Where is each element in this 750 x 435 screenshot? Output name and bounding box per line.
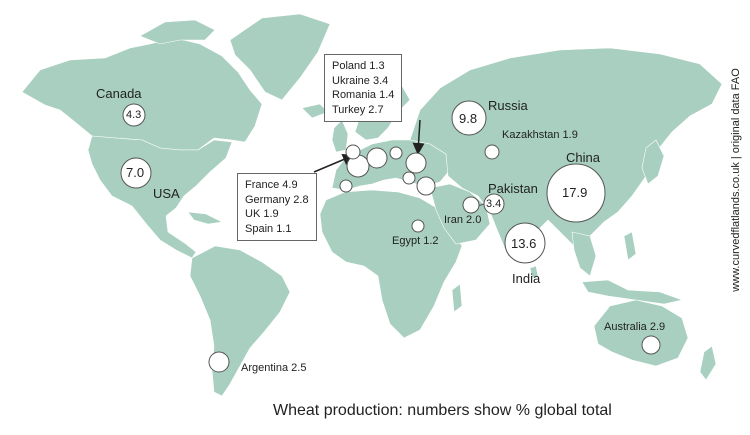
- philippines-shape: [623, 231, 637, 261]
- bubble-china: [546, 163, 606, 223]
- map-title: Wheat production: numbers show % global …: [273, 402, 612, 419]
- japan-shape: [641, 139, 665, 185]
- arctic-islands-shape: [139, 19, 216, 45]
- value-canada: 4.3: [126, 109, 142, 121]
- bubble-kazakhstan: [484, 144, 500, 160]
- label-egypt: Egypt 1.2: [392, 235, 439, 247]
- label-canada: Canada: [96, 86, 142, 101]
- label-russia: Russia: [488, 98, 528, 113]
- bubble-turkey: [416, 176, 436, 196]
- caribbean-shape: [187, 211, 223, 225]
- source-credit: www.curvedflatlands.co.uk | original dat…: [730, 68, 742, 292]
- bubble-ukraine: [405, 152, 427, 174]
- bubble-india: [504, 222, 546, 264]
- label-kazakhstan: Kazakhstan 1.9: [502, 129, 578, 141]
- callout-germany: Germany 2.8: [245, 193, 309, 206]
- label-pakistan: Pakistan: [488, 181, 538, 196]
- callout-romania: Romania 1.4: [332, 89, 395, 101]
- value-usa: 7.0: [126, 165, 145, 180]
- label-argentina: Argentina 2.5: [241, 362, 307, 374]
- label-iran: Iran 2.0: [444, 214, 482, 226]
- bubble-egypt: [411, 219, 425, 233]
- greenland-shape: [229, 13, 331, 101]
- se-asia-shape: [571, 231, 597, 277]
- bubble-australia: [641, 335, 661, 355]
- west-europe-arrow: [313, 153, 355, 173]
- bubble-argentina: [208, 351, 230, 373]
- britain-shape: [331, 119, 349, 153]
- sri-lanka-shape: [529, 265, 539, 279]
- australia-shape: [593, 299, 689, 367]
- value-pakistan: 3.4: [486, 198, 502, 210]
- label-china: China: [566, 150, 600, 165]
- west-europe-callout: France 4.9 Germany 2.8 UK 1.9 Spain 1.1: [237, 173, 317, 241]
- bubble-russia: [451, 100, 487, 136]
- callout-spain: Spain 1.1: [245, 222, 292, 235]
- new-zealand-shape: [699, 345, 717, 381]
- value-russia: 9.8: [459, 111, 478, 126]
- bubble-usa: [120, 157, 152, 189]
- east-europe-callout: Poland 1.3 Ukraine 3.4 Romania 1.4 Turke…: [324, 54, 403, 122]
- north-america-north-shape: [21, 37, 263, 151]
- bubbles: [120, 100, 661, 373]
- callout-france: France 4.9: [245, 179, 298, 191]
- value-china: 17.9: [562, 185, 588, 200]
- madagascar-shape: [451, 283, 463, 313]
- callout-poland: Poland 1.3: [332, 60, 385, 72]
- label-india: India: [512, 271, 541, 286]
- value-india: 13.6: [511, 236, 537, 251]
- bubble-poland: [389, 146, 403, 160]
- east-europe-arrow: [412, 119, 425, 155]
- label-usa: USA: [153, 186, 180, 201]
- bubble-iran: [462, 196, 480, 214]
- indonesia-shape: [581, 279, 684, 305]
- callout-turkey: Turkey 2.7: [332, 103, 384, 116]
- callout-uk: UK 1.9: [245, 208, 279, 220]
- africa-shape: [319, 189, 463, 339]
- bubble-uk: [345, 144, 361, 160]
- bubble-romania: [402, 171, 416, 185]
- bubble-pakistan: [483, 193, 505, 215]
- bubble-canada: [122, 103, 146, 127]
- bubble-spain: [339, 179, 353, 193]
- label-australia: Australia 2.9: [604, 321, 666, 333]
- callout-ukraine: Ukraine 3.4: [332, 74, 389, 87]
- bubble-germany: [366, 147, 388, 169]
